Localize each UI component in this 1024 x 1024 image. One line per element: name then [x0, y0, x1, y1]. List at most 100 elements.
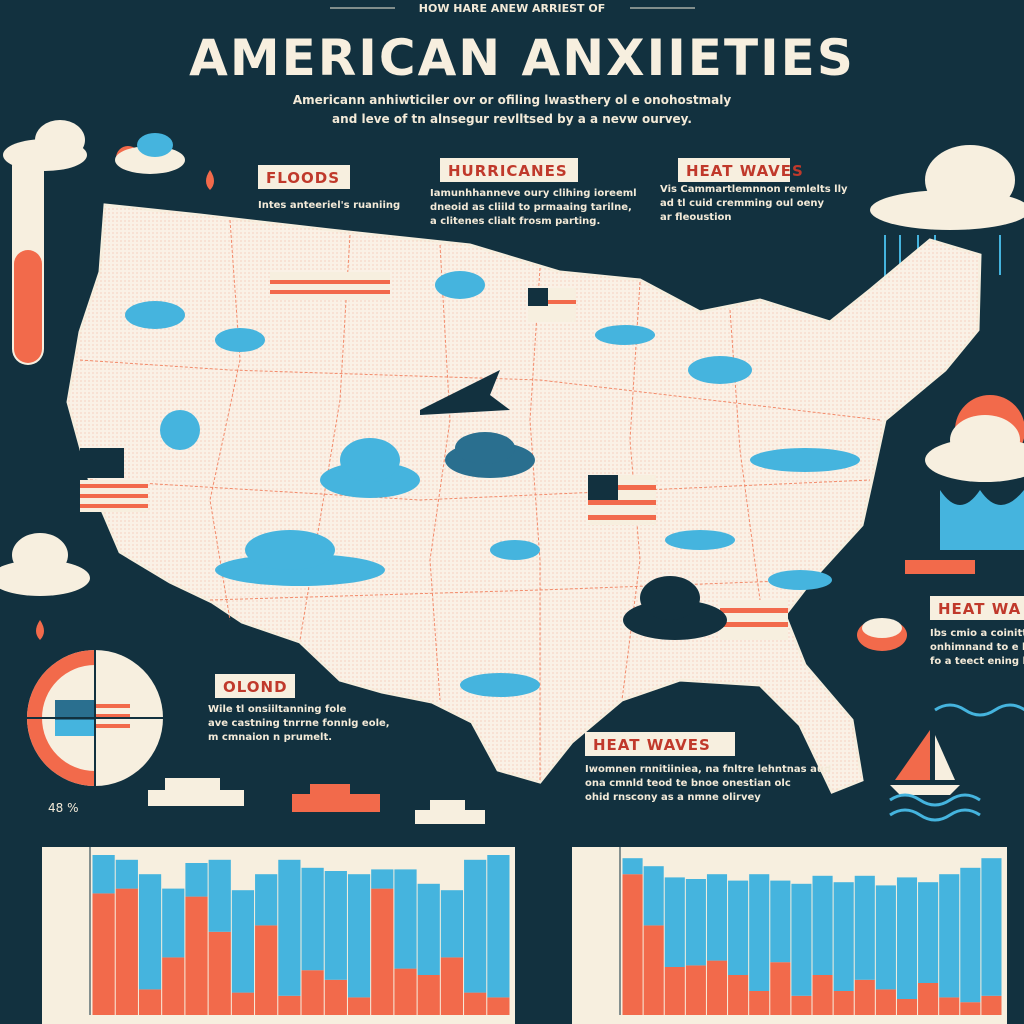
- callout-box: [678, 158, 790, 182]
- bar-segment: [685, 965, 706, 1015]
- callout-heading: HURRICANES: [448, 162, 568, 180]
- bar-segment: [347, 874, 371, 998]
- subtitle: Americann anhiwticiler ovr or ofiling lw…: [293, 93, 731, 107]
- bar-segment: [185, 896, 208, 1015]
- bar-segment: [833, 991, 854, 1015]
- bar-segment: [92, 855, 115, 894]
- bar-segment: [875, 885, 896, 990]
- bar-segment: [208, 859, 231, 932]
- subtitle: and leve of tn alnsegur revlltsed by a a…: [332, 112, 692, 126]
- callout-body: ave castning tnrrne fonnlg eole,: [208, 718, 390, 729]
- bar-segment: [394, 869, 417, 969]
- map-texture: [68, 205, 980, 792]
- flag: [528, 288, 576, 322]
- callout-body: ad tl cuid cremming oul oeny: [660, 198, 825, 209]
- waves: [940, 490, 1024, 550]
- car: [415, 800, 485, 824]
- waves: [889, 703, 1024, 822]
- bar-segment: [138, 874, 162, 990]
- callout-body: ohid rnscony as a nmne olirvey: [585, 792, 761, 803]
- kicker: HOW HARE ANEW ARRIEST OF: [419, 2, 605, 15]
- bar-segment: [960, 867, 981, 1003]
- drop: [36, 620, 44, 640]
- cloud: [3, 120, 87, 171]
- bar-segment: [231, 992, 255, 1015]
- jellyfish: [857, 618, 907, 651]
- bar-segment: [255, 925, 278, 1015]
- callout-body: ar fleoustion: [660, 212, 732, 223]
- callout-heading: HEAT WAVES: [593, 736, 711, 754]
- bar-segment: [854, 875, 875, 980]
- callout-heading: HEAT WAVES: [686, 162, 804, 180]
- bar-segment: [791, 883, 812, 996]
- bar-segment: [749, 991, 770, 1015]
- callout-box: [440, 158, 578, 182]
- bar-segment: [728, 975, 749, 1015]
- bar-segment: [939, 997, 960, 1015]
- bar-segment: [854, 979, 875, 1015]
- callout-box: [215, 674, 295, 698]
- bar-segment: [278, 995, 301, 1015]
- callout-body: Wile tl onsiiltanning fole: [208, 704, 347, 715]
- pie-label: 48 %: [48, 801, 79, 815]
- callout-body: a clitenes clialt frosm parting.: [430, 216, 600, 227]
- bar-segment: [939, 874, 960, 998]
- callout-body: onhimnand to e lh: [930, 642, 1024, 653]
- flag: [588, 475, 656, 525]
- bar-segment: [464, 859, 487, 993]
- bar-segment: [417, 975, 440, 1015]
- title: AMERICAN ANXIIETIES: [189, 29, 855, 87]
- callout-body: Iamunhhanneve oury clihing ioreeml: [430, 188, 637, 199]
- bar-segment: [487, 855, 510, 998]
- bar-segment: [643, 866, 664, 926]
- bar-segment: [162, 888, 185, 958]
- bar-segment: [896, 999, 918, 1015]
- bar-segment: [347, 997, 371, 1015]
- callout-heading: OLOND: [223, 678, 288, 696]
- flag: [720, 600, 788, 640]
- callout-body: m cmnaion n prumelt.: [208, 732, 332, 743]
- cloud: [925, 415, 1024, 482]
- bar-segment: [728, 880, 749, 975]
- bar-segment: [960, 1002, 981, 1015]
- cloud: [870, 145, 1024, 230]
- cloud-sun: [115, 133, 185, 174]
- car: [148, 778, 244, 806]
- callout-box: [585, 732, 735, 756]
- bar-segment: [371, 869, 394, 889]
- bar-segment: [301, 867, 324, 971]
- callout-body: dneoid as cliild to prmaaing tarilne,: [430, 202, 632, 213]
- bar-segment: [981, 995, 1002, 1015]
- car: [905, 560, 975, 574]
- callout-heading: HEAT WA: [938, 600, 1021, 618]
- bar-segment: [324, 871, 347, 980]
- bar-segment: [749, 874, 770, 991]
- sun-icon: [160, 410, 200, 450]
- car: [292, 784, 380, 812]
- plane: [420, 370, 510, 415]
- bar-segment: [371, 888, 394, 1015]
- bar-segment: [791, 995, 812, 1015]
- bar-segment: [464, 992, 487, 1015]
- sailboat: [890, 730, 960, 795]
- bar-segment: [896, 877, 918, 999]
- cloud: [445, 432, 535, 478]
- cloud: [215, 530, 385, 586]
- cloud: [0, 533, 90, 596]
- bar-segment: [185, 863, 208, 897]
- cloud: [125, 271, 860, 697]
- bar-segment: [918, 983, 939, 1015]
- bar-segment: [115, 859, 138, 889]
- pie: [27, 650, 163, 786]
- bar-segment: [643, 925, 664, 1015]
- callout-body: Vis Cammartlemnnon remlelts lly: [660, 184, 848, 195]
- cloud: [623, 576, 727, 640]
- callout-box: [930, 596, 1024, 620]
- bar-segment: [770, 880, 791, 963]
- bar-segment: [706, 874, 728, 961]
- bar-segment: [440, 957, 464, 1015]
- drop: [206, 170, 214, 190]
- bar-segment: [918, 882, 939, 983]
- bar-segment: [324, 979, 347, 1015]
